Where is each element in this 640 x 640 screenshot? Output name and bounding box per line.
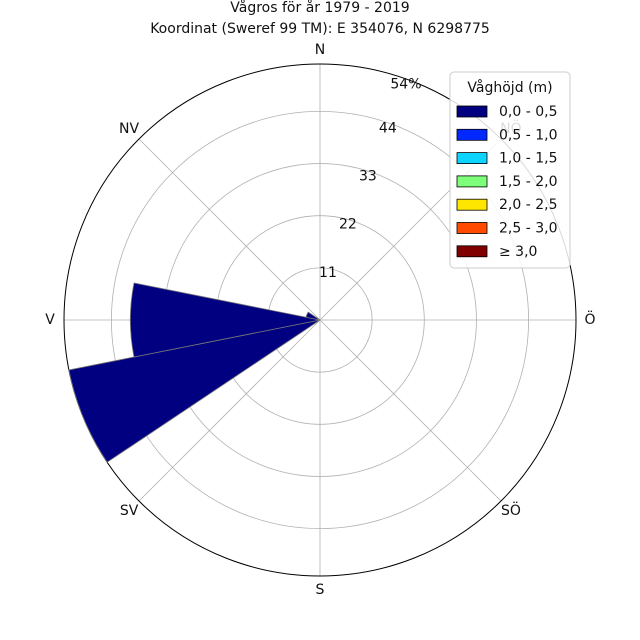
direction-label-SÖ: SÖ: [501, 501, 521, 519]
legend-swatch-3: [456, 175, 488, 188]
spoke-NV: [138, 138, 321, 321]
radial-tick-33: 33: [359, 168, 377, 184]
legend-title: Våghöjd (m): [467, 79, 552, 96]
radial-tick-22: 22: [339, 217, 357, 233]
legend-swatch-0: [456, 105, 488, 118]
radial-tick-max: 54%: [390, 76, 421, 92]
polar-grid: [63, 63, 577, 577]
bar-sector-247.5: [68, 319, 321, 463]
legend: Våghöjd (m) 0,0 - 0,5 0,5 - 1,0 1,0 - 1,5 1,…: [449, 71, 571, 269]
direction-label-Ö: Ö: [584, 310, 595, 328]
direction-label-SV: SV: [120, 503, 139, 519]
legend-label-5: 2,5 - 3,0: [499, 221, 557, 237]
bar-sector-292.5: [305, 311, 321, 321]
legend-label-4: 2,0 - 2,5: [499, 197, 557, 213]
legend-label-1: 0,5 - 1,0: [499, 127, 557, 143]
legend-box: [449, 71, 571, 269]
legend-swatch-6: [456, 245, 488, 258]
chart-title: Vågros för år 1979 - 2019: [230, 0, 409, 16]
bar-sector-270: [130, 282, 321, 358]
outer-ring: [63, 63, 577, 577]
direction-label-NV: NV: [119, 121, 139, 137]
grid-ring-44: [111, 111, 529, 529]
legend-swatch-4: [456, 198, 488, 211]
chart-subtitle: Koordinat (Sweref 99 TM): E 354076, N 62…: [150, 21, 490, 37]
direction-label-S: S: [316, 582, 325, 598]
wave-bars: [68, 282, 321, 463]
legend-label-6: ≥ 3,0: [499, 244, 537, 260]
legend-swatch-2: [456, 152, 488, 165]
legend-swatch-1: [456, 128, 488, 141]
radial-tick-11: 11: [319, 265, 337, 281]
direction-label-N: N: [315, 42, 325, 58]
legend-swatch-5: [456, 222, 488, 234]
direction-label-V: V: [45, 312, 55, 328]
radial-tick-44: 44: [379, 120, 397, 136]
spoke-SÖ: [319, 319, 502, 502]
legend-label-2: 1,0 - 1,5: [499, 151, 557, 167]
legend-label-3: 1,5 - 2,0: [499, 174, 557, 190]
legend-label-0: 0,0 - 0,5: [499, 104, 557, 120]
spoke-SV: [138, 319, 321, 502]
